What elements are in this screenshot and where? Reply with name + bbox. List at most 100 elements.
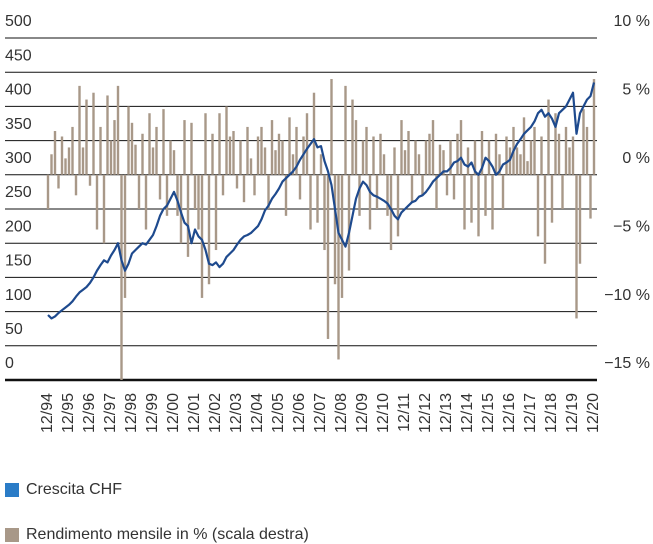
bar xyxy=(396,174,400,237)
bar xyxy=(386,174,389,216)
bar xyxy=(466,147,470,175)
x-tick-label: 12/00 xyxy=(165,393,182,433)
bar xyxy=(463,174,466,230)
y-tick-label: 50 xyxy=(5,321,23,338)
bar xyxy=(550,174,554,223)
y2-tick-label: −10 % xyxy=(604,287,650,304)
bar xyxy=(585,126,589,175)
bar xyxy=(424,140,428,175)
bar xyxy=(592,79,596,175)
bar xyxy=(158,174,162,200)
y-tick-label: 350 xyxy=(5,116,32,133)
bar xyxy=(410,174,414,203)
bar xyxy=(137,174,141,209)
bar xyxy=(382,154,386,175)
bar xyxy=(470,174,473,223)
bar xyxy=(155,126,158,175)
bar xyxy=(417,154,421,175)
bar xyxy=(529,140,533,175)
bar xyxy=(330,79,333,175)
x-tick-label: 12/10 xyxy=(375,393,392,433)
bar xyxy=(53,131,57,175)
bar xyxy=(543,174,547,264)
x-tick-label: 12/05 xyxy=(270,393,287,433)
bar xyxy=(298,174,302,200)
bar xyxy=(445,174,449,196)
x-tick-label: 12/12 xyxy=(417,393,434,433)
bar xyxy=(270,120,274,175)
x-tick-label: 12/02 xyxy=(207,393,224,433)
x-tick-label: 12/15 xyxy=(480,393,497,433)
bar xyxy=(116,85,120,175)
bar xyxy=(449,140,452,175)
bar xyxy=(536,174,540,237)
bar xyxy=(141,133,144,175)
bar xyxy=(246,126,249,175)
bar xyxy=(333,174,337,285)
bar xyxy=(533,126,536,175)
bar xyxy=(148,113,151,175)
bar xyxy=(225,106,228,175)
bar xyxy=(165,174,169,216)
y-tick-label: 450 xyxy=(5,47,32,64)
bar xyxy=(169,140,172,175)
x-tick-label: 12/16 xyxy=(501,393,518,433)
bar xyxy=(144,174,148,230)
bar xyxy=(81,147,85,175)
y2-tick-label: −5 % xyxy=(613,218,650,235)
y2-tick-label: −15 % xyxy=(604,355,650,372)
bar xyxy=(67,147,71,175)
x-tick-label: 12/07 xyxy=(312,393,329,433)
bar xyxy=(389,174,393,251)
bar xyxy=(274,150,277,175)
bar xyxy=(494,133,498,175)
bar xyxy=(134,144,137,175)
bar xyxy=(456,133,459,175)
bar xyxy=(92,92,95,175)
bar xyxy=(207,174,211,285)
y2-tick-label: 0 % xyxy=(622,150,650,167)
bar xyxy=(323,174,326,251)
bar xyxy=(344,85,347,175)
x-tick-label: 12/17 xyxy=(522,393,539,433)
bar xyxy=(176,174,179,216)
bar xyxy=(557,133,561,175)
bar xyxy=(554,113,557,175)
x-tick-label: 12/14 xyxy=(459,393,476,433)
bar xyxy=(365,126,368,175)
bar xyxy=(491,174,494,230)
bar xyxy=(337,174,340,360)
bar xyxy=(435,174,438,209)
bar xyxy=(393,147,396,175)
bar xyxy=(354,120,358,175)
bar xyxy=(123,174,127,298)
x-tick-label: 12/20 xyxy=(585,393,602,433)
y-tick-label: 250 xyxy=(5,184,32,201)
x-tick-label: 12/98 xyxy=(123,393,140,433)
bar xyxy=(221,174,225,196)
bar xyxy=(64,158,67,175)
bar xyxy=(487,140,491,175)
bar xyxy=(501,174,505,209)
bar xyxy=(568,147,571,175)
bar xyxy=(484,174,487,216)
bar xyxy=(113,120,116,175)
bar xyxy=(291,154,295,175)
y-tick-label: 500 xyxy=(5,13,32,30)
y-tick-label: 300 xyxy=(5,150,32,167)
bar xyxy=(288,117,291,175)
bar xyxy=(151,147,155,175)
bar xyxy=(162,109,165,175)
bar xyxy=(319,154,323,175)
x-tick-label: 12/04 xyxy=(249,393,266,433)
bar xyxy=(50,154,53,175)
bar xyxy=(242,174,246,203)
bar xyxy=(60,136,64,175)
bar xyxy=(305,113,309,175)
x-tick-label: 12/01 xyxy=(186,393,203,433)
line xyxy=(47,82,596,320)
y-tick-label: 200 xyxy=(5,218,32,235)
bar xyxy=(368,174,372,230)
